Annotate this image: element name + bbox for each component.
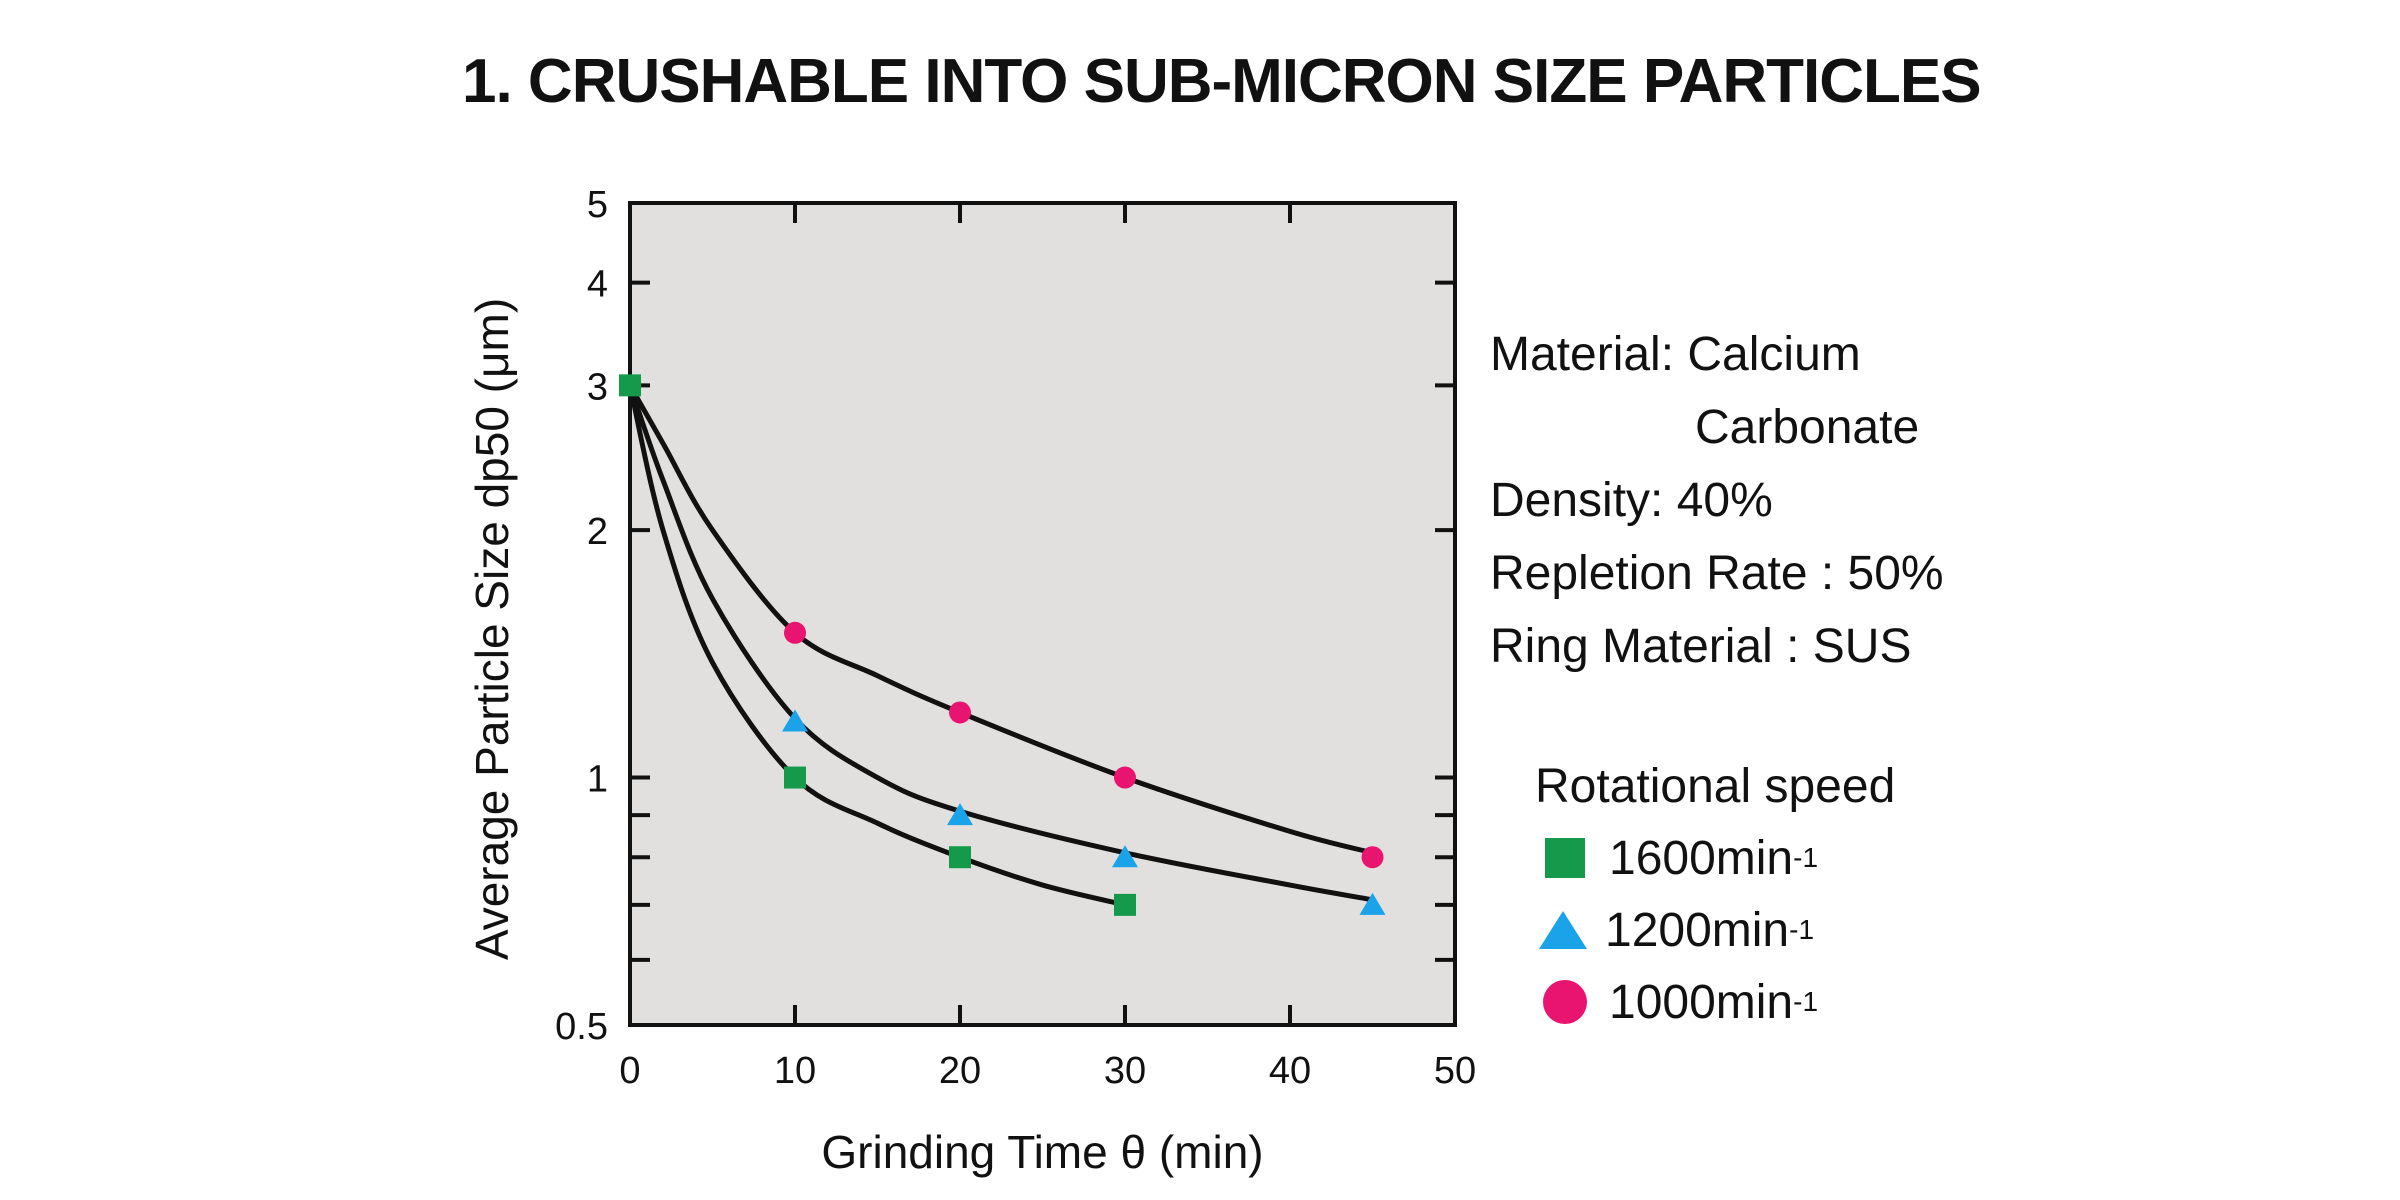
y-axis-label: Average Particle Size dp50 (μm) xyxy=(466,298,518,960)
ring-material-line: Ring Material : SUS xyxy=(1490,620,1912,673)
data-point-triangle xyxy=(1112,845,1138,868)
series-curve xyxy=(627,384,1126,908)
square-marker-icon xyxy=(1545,838,1585,878)
x-tick-label: 30 xyxy=(1104,1050,1146,1092)
legend: Rotational speed 1600min -1 1200min -1 100… xyxy=(1535,752,1895,1038)
legend-item-1600: 1600min -1 xyxy=(1535,822,1895,894)
data-point-triangle xyxy=(782,709,808,732)
data-point-circle xyxy=(1114,766,1136,789)
y-tick-label: 3 xyxy=(587,366,608,408)
x-tick-label: 10 xyxy=(774,1050,816,1092)
legend-item-1000: 1000min -1 xyxy=(1535,966,1895,1038)
y-tick-label: 2 xyxy=(587,511,608,553)
legend-label-superscript: -1 xyxy=(1793,986,1819,1017)
page-title: 1. CRUSHABLE INTO SUB-MICRON SIZE PARTIC… xyxy=(462,47,1982,116)
data-point-square xyxy=(949,846,971,869)
data-point-circle xyxy=(949,701,971,724)
data-point-square xyxy=(1114,893,1136,916)
density-line: Density: 40% xyxy=(1490,474,1773,527)
x-tick-label: 40 xyxy=(1269,1050,1311,1092)
material-info: Material: Calcium Carbonate Density: 40%… xyxy=(1490,318,1944,683)
data-point-triangle xyxy=(947,803,973,826)
legend-title: Rotational speed xyxy=(1535,760,1896,813)
y-tick-label: 1 xyxy=(587,759,608,801)
data-point-triangle xyxy=(1359,892,1386,915)
data-point-circle xyxy=(1361,846,1384,869)
data-point-square xyxy=(619,374,641,397)
legend-label: 1000min xyxy=(1609,975,1794,1029)
legend-item-1200: 1200min -1 xyxy=(1535,894,1895,966)
legend-label: 1200min xyxy=(1605,903,1790,957)
material-line-continued: Carbonate xyxy=(1695,401,1920,454)
series-curve xyxy=(627,384,1374,856)
y-tick-label: 4 xyxy=(587,264,608,306)
plot-area xyxy=(628,201,1457,1027)
triangle-marker-icon xyxy=(1539,911,1587,949)
x-tick-label: 50 xyxy=(1434,1050,1476,1092)
data-point-square xyxy=(784,766,806,789)
x-tick-label: 20 xyxy=(939,1050,981,1092)
y-tick-label: 5 xyxy=(587,184,608,226)
y-tick-label: 0.5 xyxy=(555,1006,608,1048)
circle-marker-icon xyxy=(1543,980,1587,1024)
x-axis-label: Grinding Time θ (min) xyxy=(821,1126,1263,1178)
legend-label-superscript: -1 xyxy=(1793,842,1819,873)
material-line: Material: Calcium xyxy=(1490,328,1861,381)
legend-label: 1600min xyxy=(1609,831,1794,885)
legend-label-superscript: -1 xyxy=(1789,914,1815,945)
series-curve xyxy=(627,384,1373,903)
data-point-circle xyxy=(784,621,806,644)
repletion-line: Repletion Rate : 50% xyxy=(1490,547,1944,600)
x-tick-label: 0 xyxy=(619,1050,640,1092)
